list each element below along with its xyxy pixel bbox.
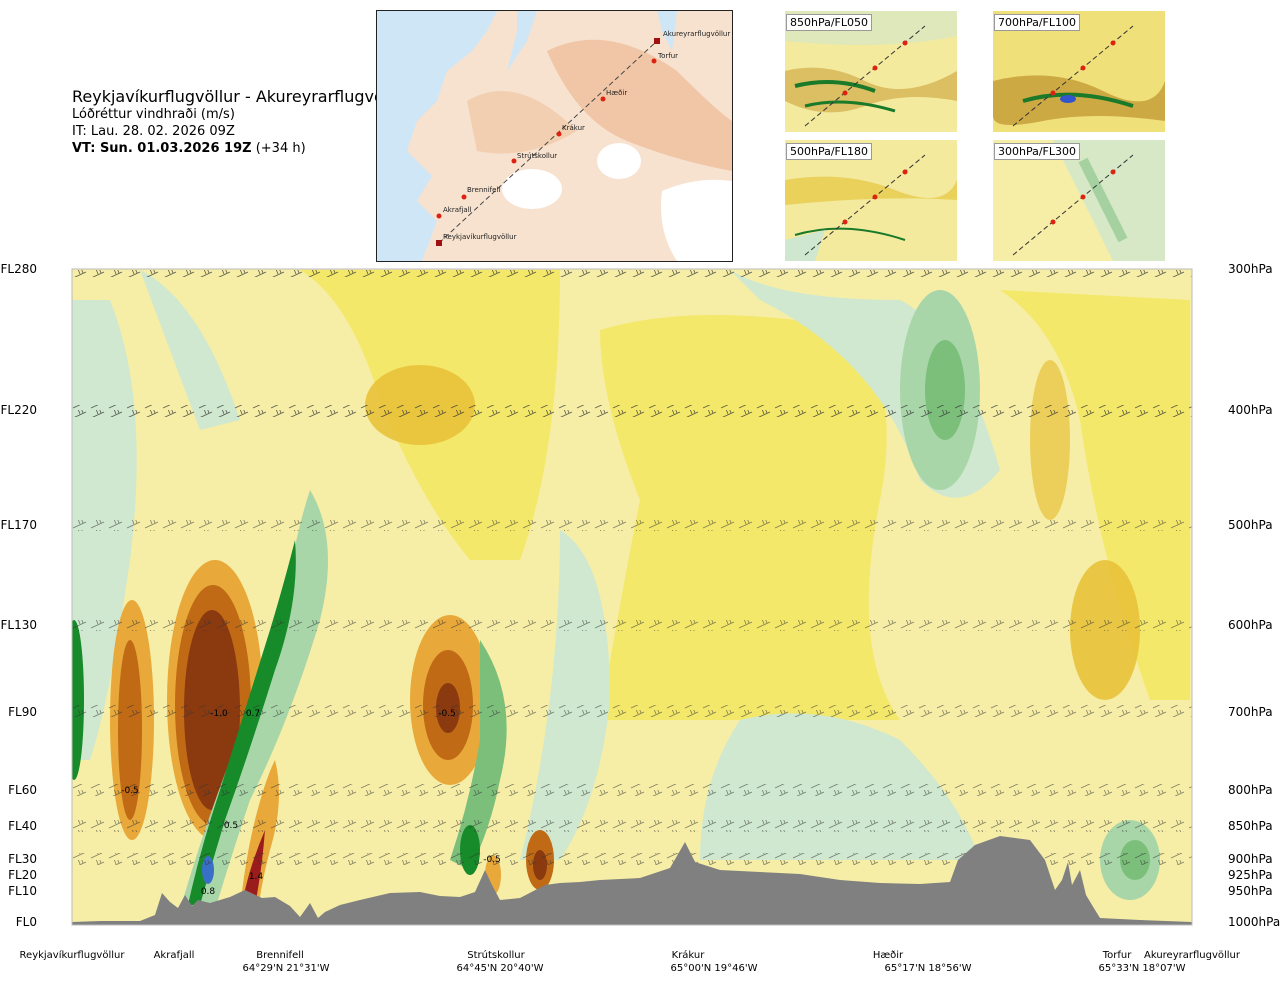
- chart-subtitle: Lóðréttur vindhraði (m/s): [72, 107, 235, 122]
- heatmap-field: [72, 269, 1192, 925]
- level-map-850: 850hPa/FL050: [785, 11, 957, 132]
- hpa-label-950: 950hPa: [1228, 884, 1273, 898]
- map-label-brennifell: Brennifell: [467, 186, 500, 194]
- hpa-label-1000: 1000hPa: [1228, 915, 1280, 929]
- fl-label-30: FL30: [8, 852, 37, 866]
- contour-label: -0.5: [483, 855, 501, 865]
- level-map-700-svg: [993, 11, 1165, 132]
- fl-label-10: FL10: [8, 884, 37, 898]
- level-map-500-label: 500hPa/FL180: [786, 143, 873, 160]
- location-akureyri: Akureyrarflugvöllur: [1143, 950, 1241, 961]
- contour-label: -0.5: [121, 786, 139, 796]
- fl-label-0: FL0: [15, 915, 37, 929]
- location-torfur: Torfur: [1102, 950, 1132, 961]
- fl-label-40: FL40: [8, 819, 37, 833]
- fl-label-130: FL130: [0, 618, 38, 632]
- contour-label: 1.4: [249, 872, 264, 882]
- level-map-300: 300hPa/FL300: [993, 140, 1165, 261]
- map-label-reykjavik: Reykjavíkurflugvöllur: [443, 233, 517, 241]
- contour-label: -1.0: [210, 709, 228, 719]
- location-haedir-coord: 65°17'N 18°56'W: [884, 963, 972, 974]
- route-map-svg: Akureyrarflugvöllur Torfur Hæðir Krákur …: [377, 11, 732, 261]
- level-map-500-svg: [785, 140, 957, 261]
- hpa-label-900: 900hPa: [1228, 852, 1273, 866]
- level-map-300-label: 300hPa/FL300: [994, 143, 1081, 160]
- fl-label-60: FL60: [8, 783, 37, 797]
- hpa-label-600: 600hPa: [1228, 618, 1273, 632]
- fl-label-220: FL220: [0, 403, 38, 417]
- contour-label: 0.8: [201, 887, 216, 897]
- contour-label: 0.7: [246, 709, 260, 719]
- level-map-500: 500hPa/FL180: [785, 140, 957, 261]
- contour-labels: -1.0 0.7 -0.5 -0.5 0.5 -0.5 0.8 1.4: [121, 709, 501, 897]
- init-time: IT: Lau. 28. 02. 2026 09Z: [72, 124, 235, 139]
- map-label-akureyri: Akureyrarflugvöllur: [663, 30, 730, 38]
- level-map-700: 700hPa/FL100: [993, 11, 1165, 132]
- fl-label-20: FL20: [8, 868, 37, 882]
- fl-label-170: FL170: [0, 518, 38, 532]
- location-reykjavik: Reykjavíkurflugvöllur: [19, 950, 125, 961]
- contour-label: 0.5: [224, 821, 238, 831]
- location-krakur-coord: 65°00'N 19°46'W: [670, 963, 758, 974]
- level-map-850-svg: [785, 11, 957, 132]
- chart-title: Reykjavíkurflugvöllur - Akureyrarflugvöl…: [72, 87, 410, 106]
- map-label-torfur: Torfur: [657, 52, 678, 60]
- location-torfur-coord: 65°33'N 18°07'W: [1098, 963, 1186, 974]
- location-strutskollur: Strútskollur: [467, 950, 525, 961]
- map-label-strutskollur: Strútskollur: [517, 152, 557, 160]
- level-map-850-label: 850hPa/FL050: [786, 14, 873, 31]
- level-map-300-svg: [993, 140, 1165, 261]
- hpa-label-300: 300hPa: [1228, 262, 1273, 276]
- contour-label: -0.5: [438, 709, 456, 719]
- location-krakur: Krákur: [671, 950, 705, 961]
- lead-time: (+34 h): [255, 141, 306, 156]
- location-haedir: Hæðir: [872, 950, 904, 961]
- hpa-label-700: 700hPa: [1228, 705, 1273, 719]
- valid-time-line: VT: Sun. 01.03.2026 19Z (+34 h): [72, 141, 306, 156]
- location-strutskollur-coord: 64°45'N 20°40'W: [456, 963, 544, 974]
- map-label-krakur: Krákur: [562, 124, 585, 132]
- hpa-label-400: 400hPa: [1228, 403, 1273, 417]
- fl-label-90: FL90: [8, 705, 37, 719]
- location-brennifell: Brennifell: [256, 950, 304, 961]
- map-label-akrafjall: Akrafjall: [443, 206, 472, 214]
- route-map: Akureyrarflugvöllur Torfur Hæðir Krákur …: [376, 10, 733, 262]
- map-label-haedir: Hæðir: [606, 89, 627, 97]
- location-akrafjall: Akrafjall: [153, 950, 195, 961]
- plot-frame: [71, 268, 1193, 926]
- fl-label-280: FL280: [0, 262, 38, 276]
- level-map-700-label: 700hPa/FL100: [994, 14, 1081, 31]
- location-brennifell-coord: 64°29'N 21°31'W: [242, 963, 330, 974]
- hpa-label-925: 925hPa: [1228, 868, 1273, 882]
- valid-time: VT: Sun. 01.03.2026 19Z: [72, 141, 252, 156]
- hpa-label-500: 500hPa: [1228, 518, 1273, 532]
- hpa-label-800: 800hPa: [1228, 783, 1273, 797]
- hpa-label-850: 850hPa: [1228, 819, 1273, 833]
